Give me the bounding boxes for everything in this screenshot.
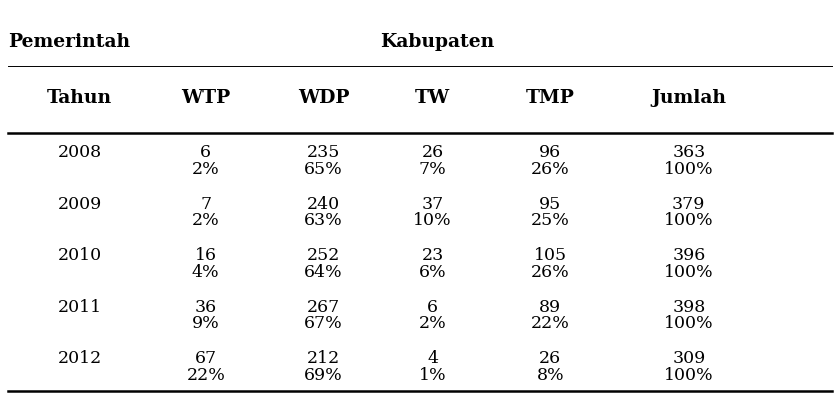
Text: 69%: 69% <box>304 367 343 384</box>
Text: 63%: 63% <box>304 213 343 229</box>
Text: 67: 67 <box>195 350 217 367</box>
Text: 16: 16 <box>195 248 217 264</box>
Text: TMP: TMP <box>526 88 575 107</box>
Text: 363: 363 <box>672 144 706 162</box>
Text: 26: 26 <box>539 350 561 367</box>
Text: 22%: 22% <box>186 367 225 384</box>
Text: 6%: 6% <box>419 264 446 281</box>
Text: 2012: 2012 <box>58 350 102 367</box>
Text: 105: 105 <box>533 248 567 264</box>
Text: WDP: WDP <box>297 88 349 107</box>
Text: 212: 212 <box>307 350 340 367</box>
Text: 252: 252 <box>307 248 340 264</box>
Text: 7: 7 <box>200 196 212 213</box>
Text: 100%: 100% <box>664 264 714 281</box>
Text: 100%: 100% <box>664 315 714 332</box>
Text: Jumlah: Jumlah <box>651 88 727 107</box>
Text: 4%: 4% <box>192 264 219 281</box>
Text: 37: 37 <box>422 196 444 213</box>
Text: 25%: 25% <box>531 213 570 229</box>
Text: Pemerintah: Pemerintah <box>8 33 130 51</box>
Text: 9%: 9% <box>192 315 220 332</box>
Text: Tahun: Tahun <box>47 88 113 107</box>
Text: 2%: 2% <box>418 315 447 332</box>
Text: 96: 96 <box>539 144 561 162</box>
Text: 100%: 100% <box>664 161 714 178</box>
Text: 6: 6 <box>427 299 438 316</box>
Text: 8%: 8% <box>537 367 564 384</box>
Text: 309: 309 <box>672 350 706 367</box>
Text: 95: 95 <box>539 196 561 213</box>
Text: 267: 267 <box>307 299 340 316</box>
Text: 1%: 1% <box>419 367 446 384</box>
Text: 100%: 100% <box>664 213 714 229</box>
Text: TW: TW <box>415 88 450 107</box>
Text: 2009: 2009 <box>58 196 102 213</box>
Text: Kabupaten: Kabupaten <box>380 33 494 51</box>
Text: 67%: 67% <box>304 315 343 332</box>
Text: 2008: 2008 <box>58 144 102 162</box>
Text: 26: 26 <box>422 144 444 162</box>
Text: WTP: WTP <box>181 88 230 107</box>
Text: 23: 23 <box>422 248 444 264</box>
Text: 2010: 2010 <box>58 248 102 264</box>
Text: 89: 89 <box>539 299 561 316</box>
Text: 379: 379 <box>672 196 706 213</box>
Text: 2011: 2011 <box>58 299 102 316</box>
Text: 26%: 26% <box>531 161 570 178</box>
Text: 6: 6 <box>200 144 212 162</box>
Text: 10%: 10% <box>413 213 452 229</box>
Text: 398: 398 <box>672 299 706 316</box>
Text: 235: 235 <box>307 144 340 162</box>
Text: 396: 396 <box>672 248 706 264</box>
Text: 7%: 7% <box>418 161 447 178</box>
Text: 65%: 65% <box>304 161 343 178</box>
Text: 4: 4 <box>427 350 438 367</box>
Text: 100%: 100% <box>664 367 714 384</box>
Text: 64%: 64% <box>304 264 343 281</box>
Text: 2%: 2% <box>192 161 220 178</box>
Text: 240: 240 <box>307 196 340 213</box>
Text: 22%: 22% <box>531 315 570 332</box>
Text: 26%: 26% <box>531 264 570 281</box>
Text: 36: 36 <box>195 299 217 316</box>
Text: 2%: 2% <box>192 213 220 229</box>
